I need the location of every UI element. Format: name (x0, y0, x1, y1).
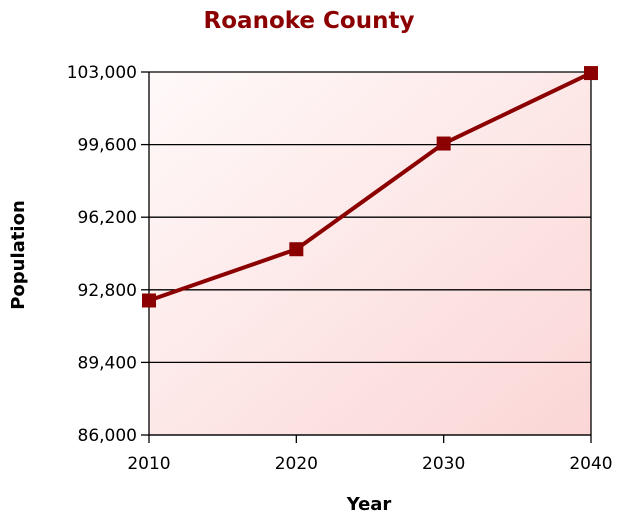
chart-title: Roanoke County (204, 8, 415, 34)
y-tick-label: 89,400 (78, 353, 137, 373)
y-tick-label: 99,600 (78, 136, 137, 156)
y-tick-label: 92,800 (78, 281, 137, 301)
y-axis-tick-labels: 86,000 89,400 92,800 96,200 99,600 103,000 (67, 63, 137, 446)
y-tick-label: 86,000 (78, 426, 137, 446)
x-tick-label: 2030 (422, 454, 465, 474)
x-tick-label: 2010 (127, 454, 170, 474)
data-point-marker (584, 66, 598, 81)
series-line (148, 71, 592, 303)
grid-lines (141, 71, 591, 436)
plot-area (149, 72, 591, 435)
axes (148, 72, 592, 443)
x-axis-tick-labels: 2010 2020 2030 2040 (127, 454, 612, 474)
y-tick-label: 96,200 (78, 208, 137, 228)
x-tick-label: 2020 (275, 454, 318, 474)
data-point-marker (289, 242, 304, 257)
x-tick-label: 2040 (569, 454, 612, 474)
data-point-marker (436, 136, 451, 151)
y-tick-label: 103,000 (67, 63, 137, 83)
x-axis-title: Year (346, 494, 392, 515)
data-point-marker (142, 293, 156, 308)
y-axis-title: Population (8, 200, 29, 310)
data-series (142, 66, 598, 308)
